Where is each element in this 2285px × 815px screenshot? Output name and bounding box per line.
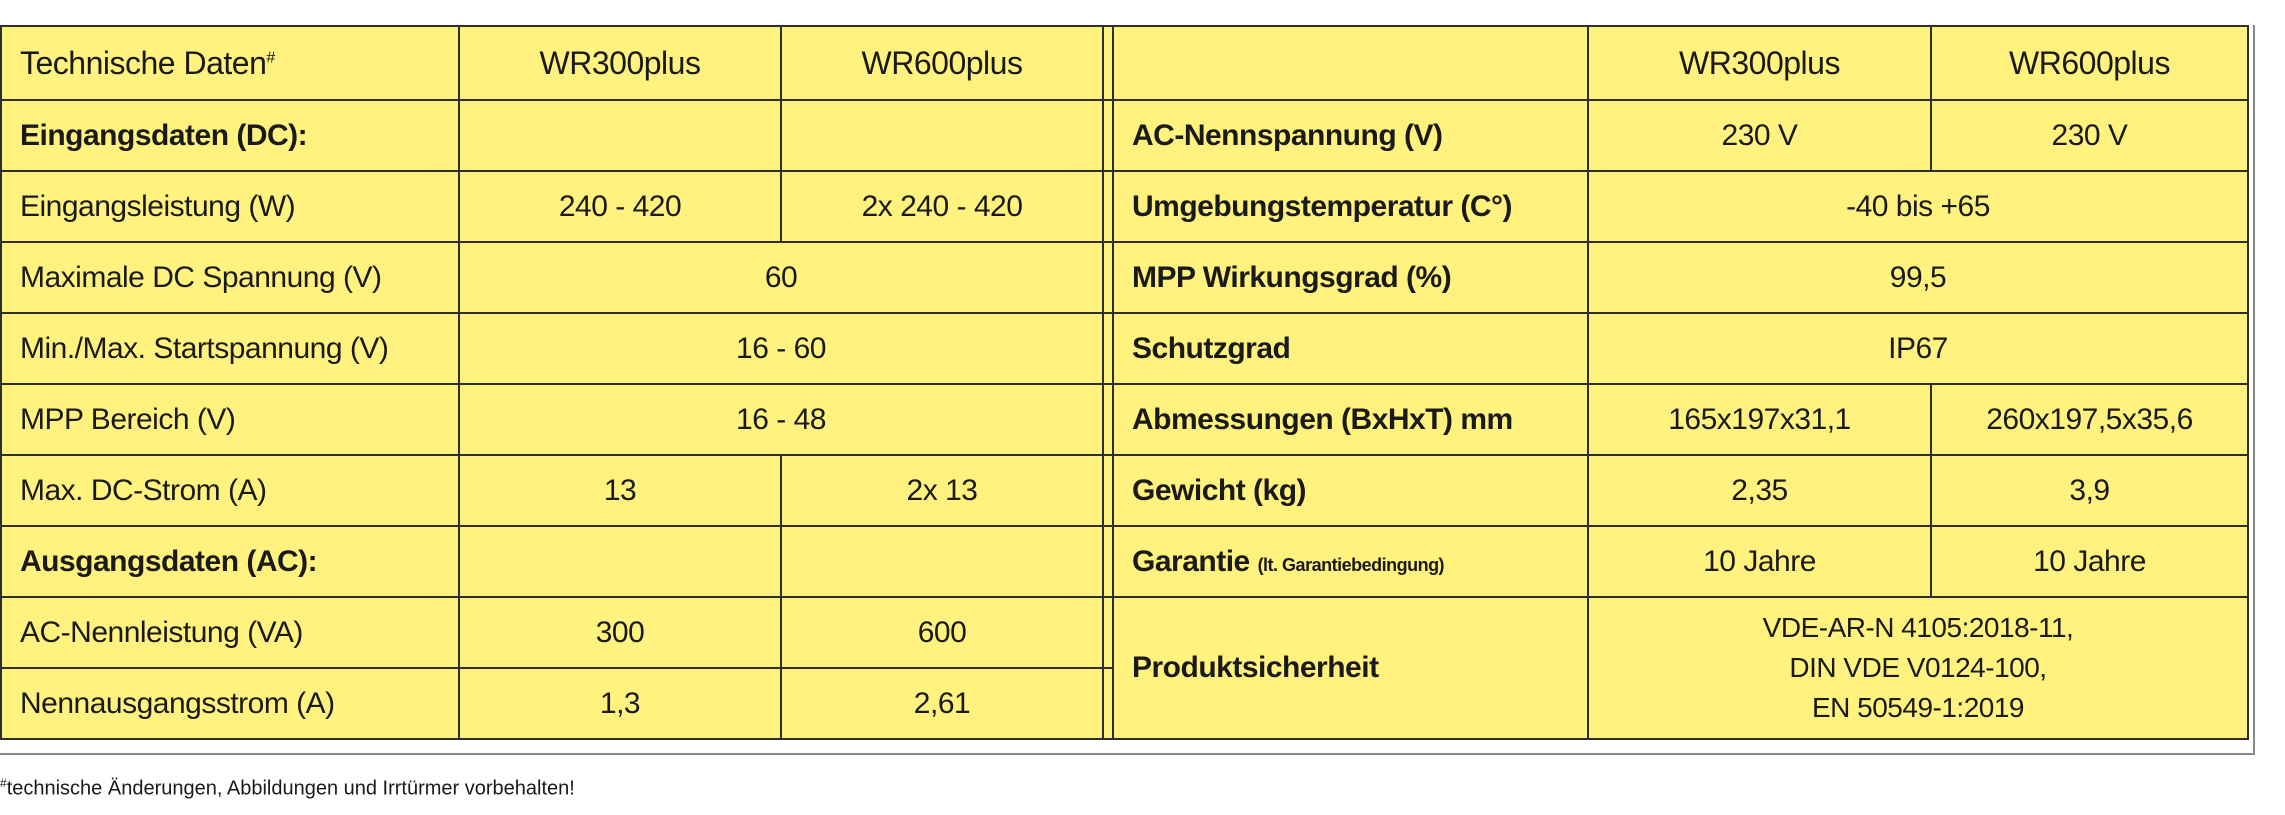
- col-header-wr300: WR300plus: [458, 25, 782, 101]
- table-row: AC-Nennleistung (VA) 300 600 Produktsicher…: [0, 596, 2249, 740]
- divider: [1102, 525, 1114, 598]
- row-label: MPP Wirkungsgrad (%): [1112, 241, 1589, 314]
- row-label: Abmessungen (BxHxT) mm: [1112, 383, 1589, 456]
- value-wr600: 2,61: [780, 667, 1104, 740]
- safety-line: DIN VDE V0124-100,: [1789, 652, 2047, 683]
- value-wr300: 230 V: [1587, 99, 1932, 172]
- title-text: Technische Daten: [20, 44, 267, 81]
- table-frame: [0, 25, 2255, 755]
- safety-line: EN 50549-1:2019: [1811, 692, 2025, 723]
- table-row: Ausgangsdaten (AC): Garantie (lt. Garant…: [0, 525, 2249, 598]
- row-label: Maximale DC Spannung (V): [0, 241, 460, 314]
- garantie-label: Garantie: [1132, 544, 1250, 578]
- table-row: Nennausgangsstrom (A) 1,3 2,61: [0, 667, 2248, 740]
- value-both: IP67: [1587, 312, 2249, 385]
- value-wr300: 240 - 420: [458, 170, 782, 243]
- footnote-mark: #: [0, 776, 7, 790]
- title-footnote-mark: #: [266, 48, 275, 66]
- value-both: 99,5: [1587, 241, 2249, 314]
- safety-label: Produktsicherheit: [1112, 596, 1589, 740]
- table-row: Max. DC-Strom (A) 13 2x 13 Gewicht (kg) 2,3…: [0, 454, 2249, 527]
- value-wr300: 300: [458, 596, 782, 669]
- row-label: Min./Max. Startspannung (V): [0, 312, 460, 385]
- divider: [1102, 170, 1114, 243]
- row-label: AC-Nennleistung (VA): [0, 596, 460, 669]
- value-both: 16 - 48: [458, 383, 1104, 456]
- footnote: #technische Änderungen, Abbildungen und …: [0, 776, 575, 801]
- empty-cell: [780, 99, 1104, 172]
- table-row: Maximale DC Spannung (V) 60 MPP Wirkungsg…: [0, 241, 2249, 314]
- section-ac: Ausgangsdaten (AC):: [0, 525, 460, 598]
- row-label: Eingangsleistung (W): [0, 170, 460, 243]
- divider: [1102, 25, 1114, 101]
- row-label: Garantie (lt. Garantiebedingung): [1112, 525, 1589, 598]
- row-label: AC-Nennspannung (V): [1112, 99, 1589, 172]
- divider: [1102, 667, 1114, 740]
- spec-table: Technische Daten# WR300plus WR600plus WR…: [0, 25, 2249, 740]
- right-header-empty: [1112, 25, 1589, 101]
- row-label: Gewicht (kg): [1112, 454, 1589, 527]
- divider: [1102, 312, 1114, 385]
- value-wr600: 600: [780, 596, 1104, 669]
- value-wr300: 165x197x31,1: [1587, 383, 1932, 456]
- empty-cell: [780, 525, 1104, 598]
- value-wr600: 3,9: [1930, 454, 2249, 527]
- right-col-header-wr600: WR600plus: [1930, 25, 2249, 101]
- value-both: 16 - 60: [458, 312, 1104, 385]
- value-both: -40 bis +65: [1587, 170, 2249, 243]
- divider: [1102, 99, 1114, 172]
- table-row: MPP Bereich (V) 16 - 48 Abmessungen (BxHx…: [0, 383, 2249, 456]
- row-label: Schutzgrad: [1112, 312, 1589, 385]
- table-row: Min./Max. Startspannung (V) 16 - 60 Schut…: [0, 312, 2249, 385]
- value-wr300: 2,35: [1587, 454, 1932, 527]
- value-wr300: 10 Jahre: [1587, 525, 1932, 598]
- value-wr600: 2x 13: [780, 454, 1104, 527]
- divider: [1102, 383, 1114, 456]
- section-dc: Eingangsdaten (DC):: [0, 99, 460, 172]
- value-wr300: 13: [458, 454, 782, 527]
- table-header-row: Technische Daten# WR300plus WR600plus WR…: [0, 25, 2249, 101]
- table-row: Eingangsleistung (W) 240 - 420 2x 240 - 42…: [0, 170, 2249, 243]
- garantie-note: (lt. Garantiebedingung): [1257, 554, 1445, 575]
- row-label: Nennausgangsstrom (A): [0, 667, 460, 740]
- empty-cell: [458, 525, 782, 598]
- divider: [1102, 241, 1114, 314]
- value-wr600: 2x 240 - 420: [780, 170, 1104, 243]
- safety-value: VDE-AR-N 4105:2018-11, DIN VDE V0124-100…: [1587, 596, 2249, 740]
- row-label: Umgebungstemperatur (C°): [1112, 170, 1589, 243]
- col-header-wr600: WR600plus: [780, 25, 1104, 101]
- value-wr300: 1,3: [458, 667, 782, 740]
- empty-cell: [458, 99, 782, 172]
- divider: [1102, 596, 1114, 669]
- value-both: 60: [458, 241, 1104, 314]
- table-row: Eingangsdaten (DC): AC-Nennspannung (V) 2…: [0, 99, 2249, 172]
- table-title: Technische Daten#: [0, 25, 460, 101]
- value-wr600: 10 Jahre: [1930, 525, 2249, 598]
- row-label: Max. DC-Strom (A): [0, 454, 460, 527]
- safety-line: VDE-AR-N 4105:2018-11,: [1762, 612, 2074, 643]
- footnote-text: technische Änderungen, Abbildungen und I…: [6, 777, 575, 800]
- row-label: MPP Bereich (V): [0, 383, 460, 456]
- value-wr600: 260x197,5x35,6: [1930, 383, 2249, 456]
- value-wr600: 230 V: [1930, 99, 2249, 172]
- right-col-header-wr300: WR300plus: [1587, 25, 1932, 101]
- divider: [1102, 454, 1114, 527]
